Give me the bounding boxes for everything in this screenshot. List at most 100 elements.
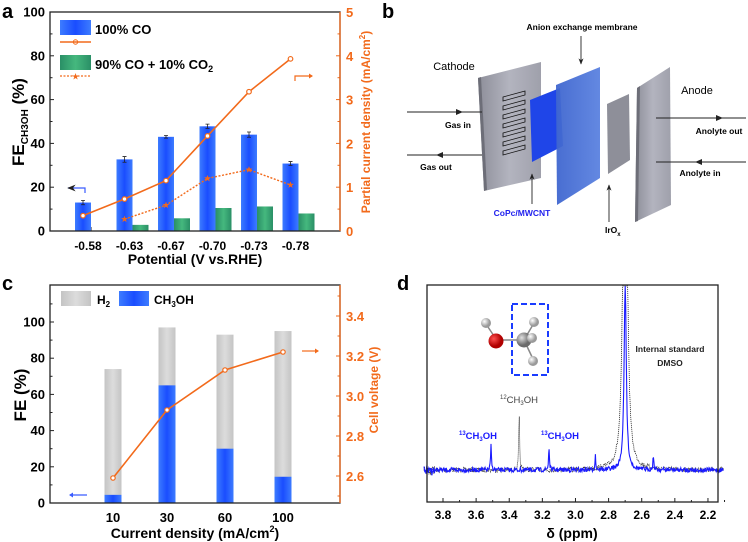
flow-channels — [502, 90, 526, 156]
gas-out-arrow-icon — [436, 152, 443, 158]
right-axis-arrowhead-icon — [315, 348, 319, 354]
point-mixed-current-star — [162, 201, 170, 209]
label-anolyte-out: Anolyte out — [696, 126, 743, 136]
y-tick-label: 60 — [31, 92, 45, 107]
bar-mixed-gas — [257, 206, 273, 231]
x-tick-label: -0.58 — [74, 239, 102, 253]
left-axis-arrow-icon — [67, 184, 86, 193]
cathode-plate-edge — [478, 77, 487, 191]
label-cathode: Cathode — [433, 61, 475, 73]
point-cell-voltage — [222, 367, 228, 373]
legend-label-ch3oh: CH3OH — [154, 293, 194, 309]
bar-mixed-gas — [174, 218, 190, 231]
y2-tick-label: 2.6 — [346, 469, 364, 484]
panel-label-c: c — [2, 273, 13, 295]
panel-c-y2label: Cell voltage (V) — [367, 347, 381, 434]
point-mixed-current-star — [245, 166, 253, 173]
y2-tick-label: 2 — [346, 136, 353, 151]
annotation-dmso-line2: DMSO — [657, 358, 683, 368]
bar-ch3oh — [158, 385, 176, 503]
x-tick-label: 2.6 — [633, 508, 650, 522]
line-100co-current — [82, 58, 291, 217]
panel-c-frame — [49, 284, 341, 504]
spectrum-12c-reference — [423, 285, 724, 476]
methyl-highlight-box — [511, 303, 549, 376]
label-anolyte-in: Anolyte in — [679, 168, 720, 178]
point-100co-current — [80, 212, 86, 219]
point-100co-current — [204, 133, 211, 139]
legend-label-mixed: 90% CO + 10% CO2 — [95, 57, 213, 74]
y2-tick-label: 2.8 — [346, 429, 364, 444]
error-bar — [122, 156, 127, 163]
y2-tick-label: 0 — [346, 224, 353, 239]
point-mixed-current-star — [121, 215, 128, 223]
right-axis-arrow-icon — [294, 75, 312, 81]
legend-swatch-100co — [60, 20, 91, 35]
cathode-catalyst-layer — [530, 88, 563, 162]
annotation-13ch3oh-right: 13CH3OH — [541, 431, 579, 443]
point-mixed-current-star — [287, 181, 294, 188]
legend-label-h2: H2 — [97, 293, 111, 309]
legend-marker-100co — [72, 39, 79, 45]
left-axis-arrowhead-icon — [69, 492, 73, 498]
panel-b-diagram: b Anion exchange membrane Cathode Anode … — [382, 1, 746, 238]
x-tick-label: 3.0 — [567, 508, 584, 522]
anode-plate-edge — [635, 86, 640, 222]
y-tick-label: 40 — [31, 423, 45, 438]
x-tick-label: -0.73 — [240, 239, 268, 253]
panel-c-ylabel: FE (%) — [11, 369, 30, 422]
y2-tick-label: 3.2 — [346, 349, 364, 364]
y-tick-label: 40 — [31, 136, 45, 151]
x-tick-label: 2.4 — [666, 508, 683, 522]
x-tick-label: -0.67 — [157, 239, 185, 253]
x-tick-label: -0.78 — [282, 239, 310, 253]
panel-a-ylabel: FECH3OH (%) — [9, 78, 31, 166]
y-tick-label: 0 — [38, 224, 45, 239]
panel-label-a: a — [2, 1, 14, 23]
point-100co-current — [121, 196, 128, 202]
y2-tick-label: 1 — [346, 180, 353, 195]
bar-100co — [116, 159, 133, 231]
y2-tick-label: 3.4 — [346, 309, 365, 324]
y2-tick-label: 3.0 — [346, 389, 364, 404]
x-tick-label: 3.4 — [501, 508, 518, 522]
bar-mixed-gas — [298, 213, 315, 231]
label-gas-out: Gas out — [420, 162, 452, 172]
bar-100co — [241, 134, 257, 231]
bar-ch3oh — [274, 476, 292, 503]
panel-c-chart: c 0 20 40 60 80 100 2.6 2.8 3.0 3.2 3.4 10 30 60 100 H… — [2, 273, 381, 541]
panel-d-marks: 3.8 3.6 3.4 3.2 3.0 2.8 2.6 2.4 2.2 — [423, 285, 726, 522]
bar-100co — [158, 136, 174, 231]
point-100co-current — [287, 55, 294, 62]
point-100co-current — [163, 177, 169, 184]
point-cell-voltage — [110, 475, 116, 481]
y-tick-label: 80 — [31, 351, 45, 366]
right-axis-arrowhead-icon — [309, 73, 313, 79]
bar-h2 — [274, 331, 292, 503]
gas-in-arrow-icon — [456, 109, 463, 115]
panel-a-legend: 100% CO 90% CO + 10% CO2 ★ — [60, 20, 213, 82]
bar-ch3oh — [104, 494, 122, 503]
annotation-dmso-line1: Internal standard — [636, 344, 705, 354]
x-tick-label: 30 — [160, 510, 174, 525]
panel-label-d: d — [397, 273, 409, 295]
bar-h2 — [104, 369, 122, 503]
x-tick-label: -0.63 — [116, 239, 144, 253]
y-tick-label: 80 — [31, 48, 45, 63]
y-tick-label: 20 — [31, 459, 45, 474]
panel-d-frame — [426, 284, 719, 503]
y-tick-label: 100 — [23, 5, 45, 20]
legend-swatch-h2 — [61, 291, 91, 306]
y2-tick-label: 4 — [346, 49, 354, 64]
error-bar — [288, 161, 293, 166]
spectrum-13c-sample — [423, 285, 724, 476]
error-bar — [247, 131, 251, 138]
y2-tick-label: 3 — [346, 93, 353, 108]
label-catalyst: CoPc/MWCNT — [494, 208, 551, 218]
label-irox: IrOx — [605, 225, 621, 238]
point-cell-voltage — [164, 407, 170, 413]
label-gas-in: Gas in — [445, 120, 471, 130]
point-mixed-current-star — [204, 174, 211, 182]
error-bar — [81, 199, 85, 206]
